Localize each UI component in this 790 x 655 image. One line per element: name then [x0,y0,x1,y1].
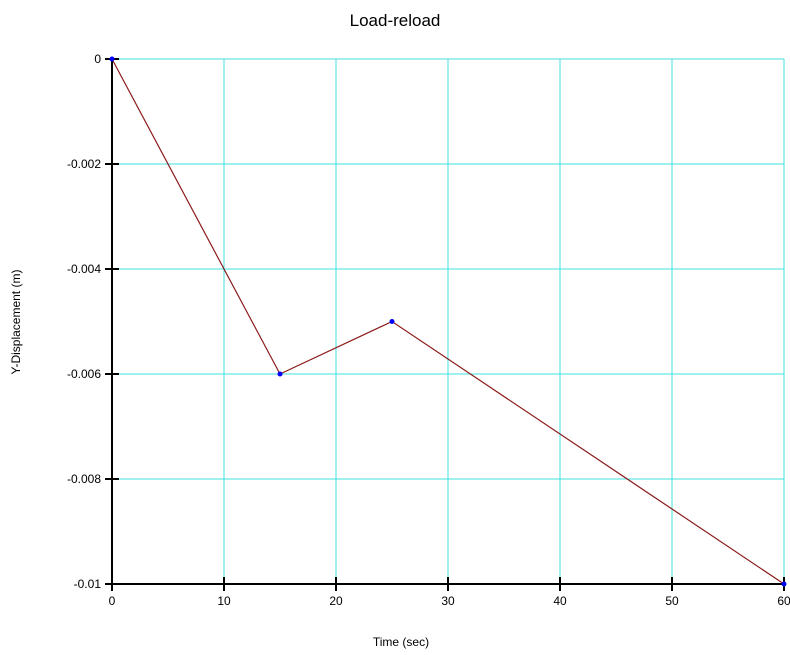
data-point [389,319,395,324]
series-line [111,58,785,585]
x-tick-label: 40 [553,594,567,608]
data-point [781,581,787,587]
x-tick-label: 20 [329,594,343,608]
y-tick-label: -0.004 [67,262,101,276]
y-tick-label: -0.002 [67,157,101,171]
y-tick-label: -0.006 [67,367,101,381]
tick-labels: 0 10 20 30 40 50 60 0 -0.002 -0.004 -0.006 -0.008 -0… [67,52,790,608]
data-point [277,371,283,377]
x-tick-label: 30 [441,594,455,608]
data-point [109,56,115,62]
ticks [105,58,785,591]
x-tick-label: 50 [665,594,679,608]
y-axis-label: Y-Displacement (m) [9,270,23,375]
x-tick-label: 10 [217,594,231,608]
x-tick-label: 0 [109,594,116,608]
x-axis-label: Time (sec) [373,635,429,649]
y-tick-label: 0 [94,52,101,66]
y-tick-label: -0.01 [74,577,102,591]
y-tick-label: -0.008 [67,472,101,486]
series [109,56,787,587]
grid [112,58,785,584]
chart-title: Load-reload [350,11,441,30]
x-tick-label: 60 [777,594,790,608]
